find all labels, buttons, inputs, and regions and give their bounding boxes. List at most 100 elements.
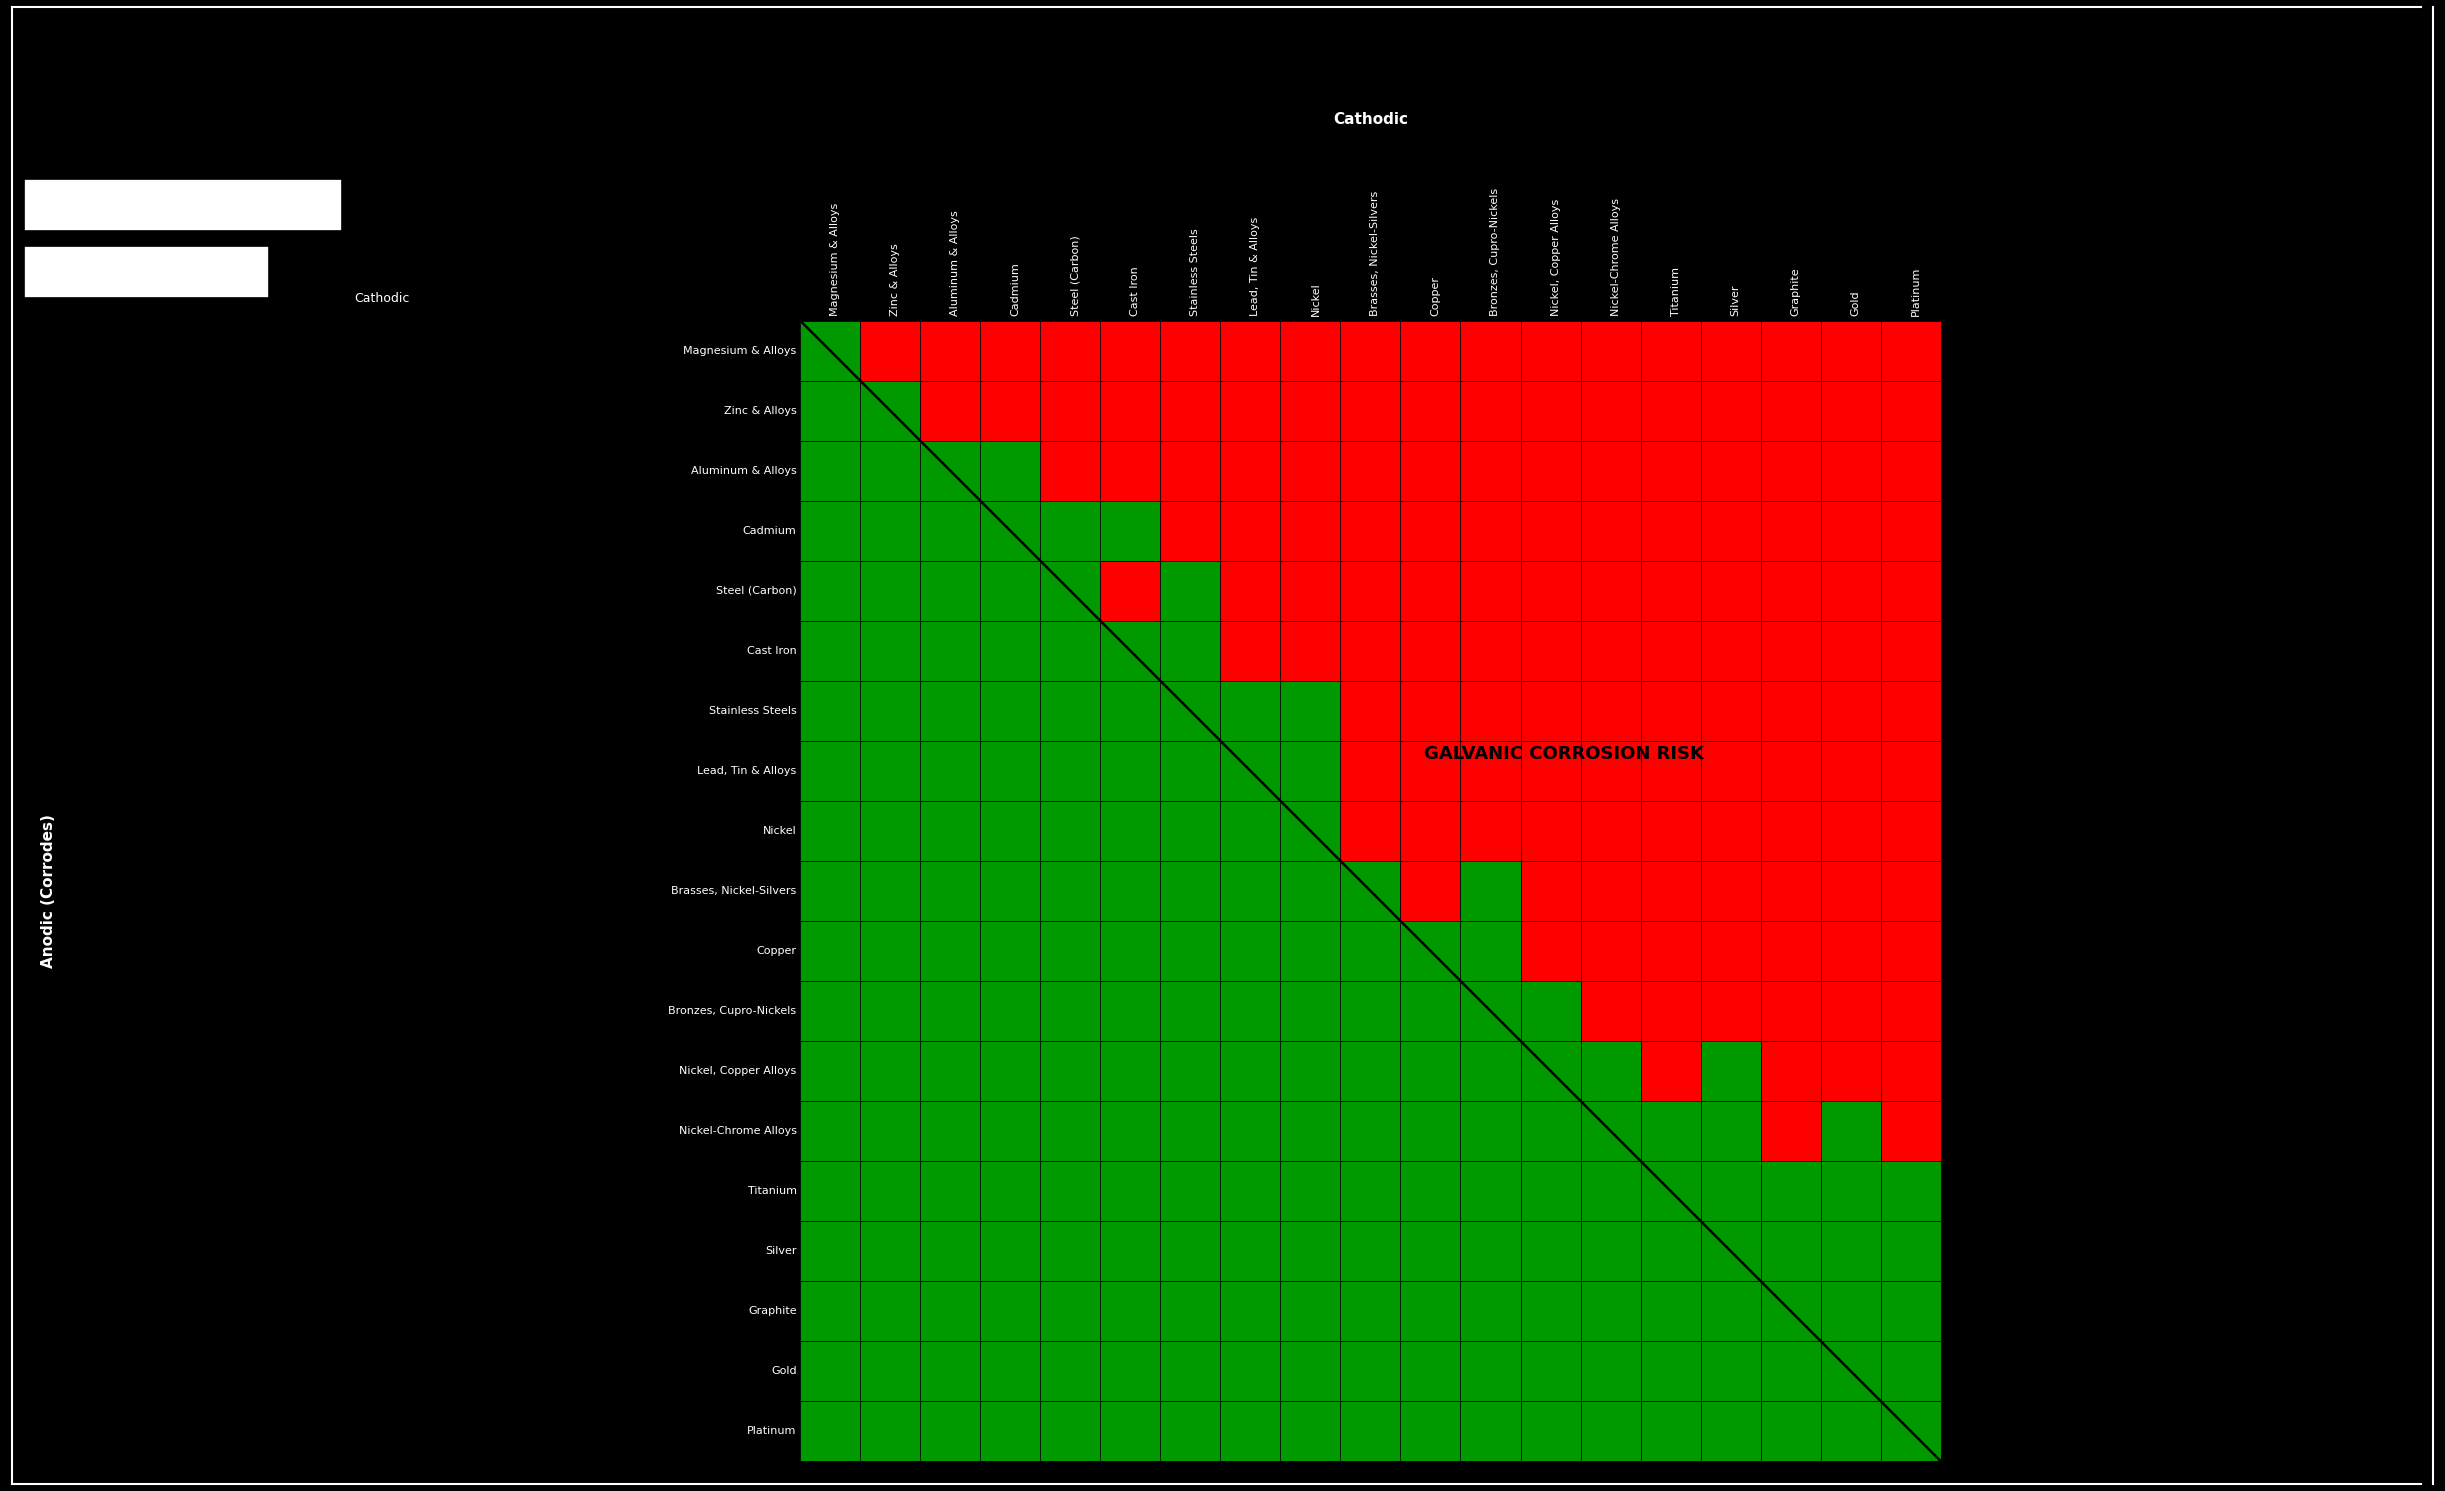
Bar bbox=[1401, 981, 1460, 1041]
Bar bbox=[1760, 561, 1822, 620]
Bar bbox=[861, 1221, 919, 1281]
Bar bbox=[1521, 1100, 1579, 1161]
Bar bbox=[1702, 501, 1760, 561]
Bar bbox=[1702, 1100, 1760, 1161]
Bar bbox=[1340, 1041, 1401, 1100]
Bar bbox=[800, 681, 861, 741]
Bar bbox=[861, 981, 919, 1041]
Bar bbox=[800, 561, 861, 620]
Bar bbox=[1460, 1100, 1521, 1161]
Bar bbox=[1521, 1402, 1579, 1461]
Bar bbox=[919, 860, 980, 921]
Bar bbox=[980, 501, 1039, 561]
Bar bbox=[1460, 501, 1521, 561]
Bar bbox=[800, 321, 861, 380]
Bar bbox=[1100, 1281, 1161, 1340]
Bar bbox=[1161, 860, 1220, 921]
Text: Titanium: Titanium bbox=[748, 1185, 797, 1196]
Bar bbox=[800, 1340, 861, 1402]
Bar bbox=[1760, 1402, 1822, 1461]
Bar bbox=[1100, 801, 1161, 860]
Bar bbox=[1702, 1221, 1760, 1281]
Bar bbox=[1641, 1281, 1702, 1340]
Text: Anodic (Corrodes): Anodic (Corrodes) bbox=[42, 814, 56, 968]
Bar bbox=[919, 681, 980, 741]
Bar bbox=[1760, 380, 1822, 441]
Bar bbox=[1579, 441, 1641, 501]
Bar bbox=[1460, 441, 1521, 501]
Bar bbox=[1702, 681, 1760, 741]
Bar bbox=[919, 1402, 980, 1461]
Bar bbox=[919, 380, 980, 441]
Bar bbox=[1760, 620, 1822, 681]
Bar bbox=[861, 1041, 919, 1100]
Bar bbox=[1521, 380, 1579, 441]
Text: Bronzes, Cupro-Nickels: Bronzes, Cupro-Nickels bbox=[667, 1006, 797, 1015]
Bar bbox=[1161, 1161, 1220, 1221]
Bar bbox=[1039, 681, 1100, 741]
Bar bbox=[861, 801, 919, 860]
Bar bbox=[1641, 741, 1702, 801]
Bar bbox=[1760, 860, 1822, 921]
Bar bbox=[1100, 321, 1161, 380]
Bar bbox=[1521, 981, 1579, 1041]
Bar bbox=[1039, 1402, 1100, 1461]
Bar bbox=[1340, 1402, 1401, 1461]
Bar bbox=[1039, 1161, 1100, 1221]
Bar bbox=[1521, 321, 1579, 380]
Bar bbox=[1401, 860, 1460, 921]
Bar bbox=[1281, 501, 1340, 561]
Bar bbox=[1281, 921, 1340, 981]
Bar bbox=[919, 1161, 980, 1221]
Bar bbox=[1401, 1221, 1460, 1281]
Text: Aluminum & Alloys: Aluminum & Alloys bbox=[692, 465, 797, 476]
Bar bbox=[1161, 921, 1220, 981]
Bar bbox=[1880, 321, 1941, 380]
Bar bbox=[1281, 1340, 1340, 1402]
Bar bbox=[1760, 501, 1822, 561]
Bar bbox=[919, 921, 980, 981]
Text: Brasses, Nickel-Silvers: Brasses, Nickel-Silvers bbox=[672, 886, 797, 896]
Bar bbox=[1340, 681, 1401, 741]
Bar bbox=[1281, 380, 1340, 441]
Bar bbox=[1641, 1100, 1702, 1161]
Bar bbox=[861, 921, 919, 981]
Bar bbox=[980, 561, 1039, 620]
Text: Nickel, Copper Alloys: Nickel, Copper Alloys bbox=[1550, 198, 1560, 316]
Bar bbox=[1401, 321, 1460, 380]
Bar bbox=[1521, 921, 1579, 981]
Bar bbox=[1340, 380, 1401, 441]
Bar bbox=[1340, 921, 1401, 981]
Bar bbox=[1880, 1041, 1941, 1100]
Bar bbox=[1880, 620, 1941, 681]
Bar bbox=[1702, 321, 1760, 380]
Bar bbox=[1702, 441, 1760, 501]
Bar bbox=[1281, 441, 1340, 501]
Bar bbox=[1880, 1402, 1941, 1461]
Bar bbox=[1822, 1041, 1880, 1100]
Bar bbox=[800, 801, 861, 860]
Bar bbox=[1702, 921, 1760, 981]
Bar bbox=[1281, 620, 1340, 681]
Text: Lead, Tin & Alloys: Lead, Tin & Alloys bbox=[1249, 216, 1259, 316]
Bar bbox=[1039, 801, 1100, 860]
Bar bbox=[1039, 741, 1100, 801]
Bar bbox=[1822, 741, 1880, 801]
Bar bbox=[1100, 620, 1161, 681]
Bar bbox=[1401, 1100, 1460, 1161]
Bar bbox=[1161, 681, 1220, 741]
Text: Nickel-Chrome Alloys: Nickel-Chrome Alloys bbox=[1611, 198, 1621, 316]
Bar bbox=[1220, 681, 1281, 741]
Bar bbox=[1100, 921, 1161, 981]
Bar bbox=[1579, 741, 1641, 801]
Text: Brasses, Nickel-Silvers: Brasses, Nickel-Silvers bbox=[1369, 191, 1381, 316]
Bar bbox=[1521, 1041, 1579, 1100]
Bar bbox=[1281, 741, 1340, 801]
Bar bbox=[1822, 501, 1880, 561]
Bar bbox=[1281, 1281, 1340, 1340]
Bar bbox=[800, 620, 861, 681]
Text: Graphite: Graphite bbox=[748, 1306, 797, 1317]
Bar bbox=[980, 1402, 1039, 1461]
Bar bbox=[919, 981, 980, 1041]
Bar bbox=[1579, 860, 1641, 921]
